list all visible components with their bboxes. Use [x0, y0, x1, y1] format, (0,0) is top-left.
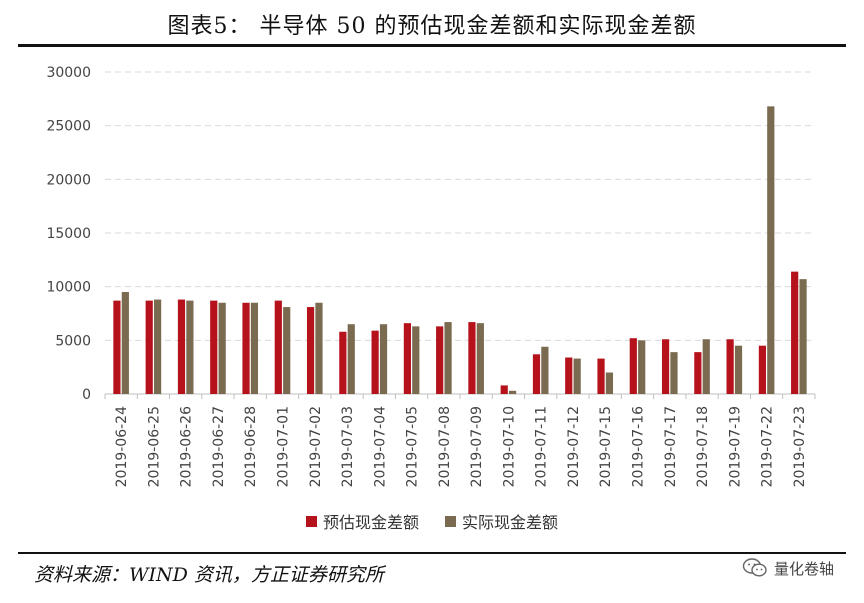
watermark-text: 量化卷轴 [773, 559, 834, 578]
x-tick-label: 2019-07-18 [695, 406, 711, 487]
x-tick-label: 2019-07-17 [663, 406, 679, 487]
wechat-icon [742, 558, 767, 577]
y-tick-label: 0 [82, 387, 91, 403]
bar-actual [347, 324, 355, 394]
bar-estimated [403, 323, 411, 394]
bar-estimated [113, 300, 121, 394]
bar-actual [379, 324, 388, 394]
bar-estimated [339, 331, 347, 394]
bar-estimated [274, 300, 282, 394]
chart-legend: 预估现金差额 实际现金差额 [0, 509, 864, 533]
x-tick-label: 2019-06-28 [243, 406, 259, 487]
x-tick-label: 2019-07-01 [276, 406, 292, 487]
bar-estimated [597, 358, 605, 394]
bar-estimated [694, 352, 702, 394]
bar-estimated [565, 357, 573, 394]
footer-divider [18, 552, 846, 554]
y-tick-label: 5000 [55, 333, 91, 349]
bar-actual [799, 279, 807, 394]
legend-swatch-actual [445, 515, 456, 527]
x-tick-label: 2019-07-23 [792, 406, 808, 487]
x-tick-label: 2019-07-12 [566, 406, 582, 487]
x-tick-label: 2019-07-03 [340, 406, 356, 487]
bar-actual [444, 322, 452, 394]
y-tick-label: 15000 [46, 226, 91, 242]
bar-estimated [791, 271, 799, 394]
x-tick-label: 2019-06-27 [211, 406, 227, 487]
bar-estimated [661, 339, 670, 394]
bar-actual [702, 339, 710, 394]
legend-label-actual: 实际现金差额 [462, 513, 559, 532]
bar-actual [509, 390, 517, 394]
x-tick-label: 2019-06-26 [179, 406, 195, 487]
y-tick-label: 30000 [46, 65, 91, 81]
y-tick-label: 10000 [46, 280, 91, 296]
legend-label-estimated: 预估现金差额 [322, 513, 419, 532]
x-tick-label: 2019-07-11 [534, 406, 550, 487]
legend-swatch-estimated [305, 515, 317, 527]
bar-actual [734, 345, 743, 394]
bar-actual [283, 307, 291, 394]
source-note: 资料来源：WIND 资讯，方正证券研究所 [34, 564, 384, 586]
bar-actual [541, 346, 549, 394]
bar-actual [121, 292, 129, 394]
bar-estimated [242, 302, 250, 394]
bar-actual [250, 302, 259, 394]
x-tick-label: 2019-07-04 [372, 406, 388, 487]
legend-item-estimated: 预估现金差额 [305, 509, 419, 533]
x-tick-label: 2019-07-16 [631, 406, 647, 487]
x-tick-label: 2019-07-19 [727, 406, 743, 487]
bar-estimated [306, 307, 315, 394]
bar-estimated [532, 354, 541, 394]
bar-actual [573, 358, 581, 394]
bar-actual [638, 340, 646, 394]
bar-actual [476, 323, 484, 394]
title-divider [18, 44, 846, 47]
x-tick-label: 2019-07-15 [598, 406, 614, 487]
bar-estimated [500, 385, 508, 394]
x-tick-label: 2019-06-25 [146, 406, 162, 487]
x-tick-label: 2019-06-24 [114, 406, 130, 487]
bar-actual [154, 299, 162, 394]
bar-actual [605, 372, 614, 394]
x-tick-label: 2019-07-09 [469, 406, 485, 487]
bar-chart: 0 5000 10000 15000 20000 25000 30000 2019-06-24… [46, 65, 816, 487]
bar-estimated [758, 345, 766, 394]
bar-actual [218, 302, 226, 394]
bar-actual [767, 106, 775, 394]
x-tick-label: 2019-07-10 [501, 406, 517, 487]
bar-actual [670, 352, 678, 394]
x-tick-label: 2019-07-22 [760, 406, 776, 487]
legend-item-actual: 实际现金差额 [445, 509, 558, 533]
x-tick-label: 2019-07-08 [437, 406, 453, 487]
y-tick-label: 20000 [46, 172, 91, 188]
watermark: 量化卷轴 [742, 557, 834, 579]
bar-estimated [177, 299, 186, 394]
bar-actual [186, 300, 194, 394]
y-tick-label: 25000 [46, 119, 91, 135]
bar-estimated [468, 322, 476, 394]
bar-estimated [436, 326, 444, 394]
x-tick-label: 2019-07-02 [308, 406, 324, 487]
bar-estimated [726, 339, 734, 394]
bar-actual [315, 302, 323, 394]
bar-estimated [371, 330, 379, 394]
bar-actual [412, 326, 420, 394]
bar-estimated [145, 300, 153, 394]
chart-title: 图表5： 半导体 50 的预估现金差额和实际现金差额 [167, 14, 697, 39]
x-tick-label: 2019-07-05 [405, 406, 421, 487]
bar-estimated [629, 338, 637, 394]
bar-estimated [210, 300, 218, 394]
